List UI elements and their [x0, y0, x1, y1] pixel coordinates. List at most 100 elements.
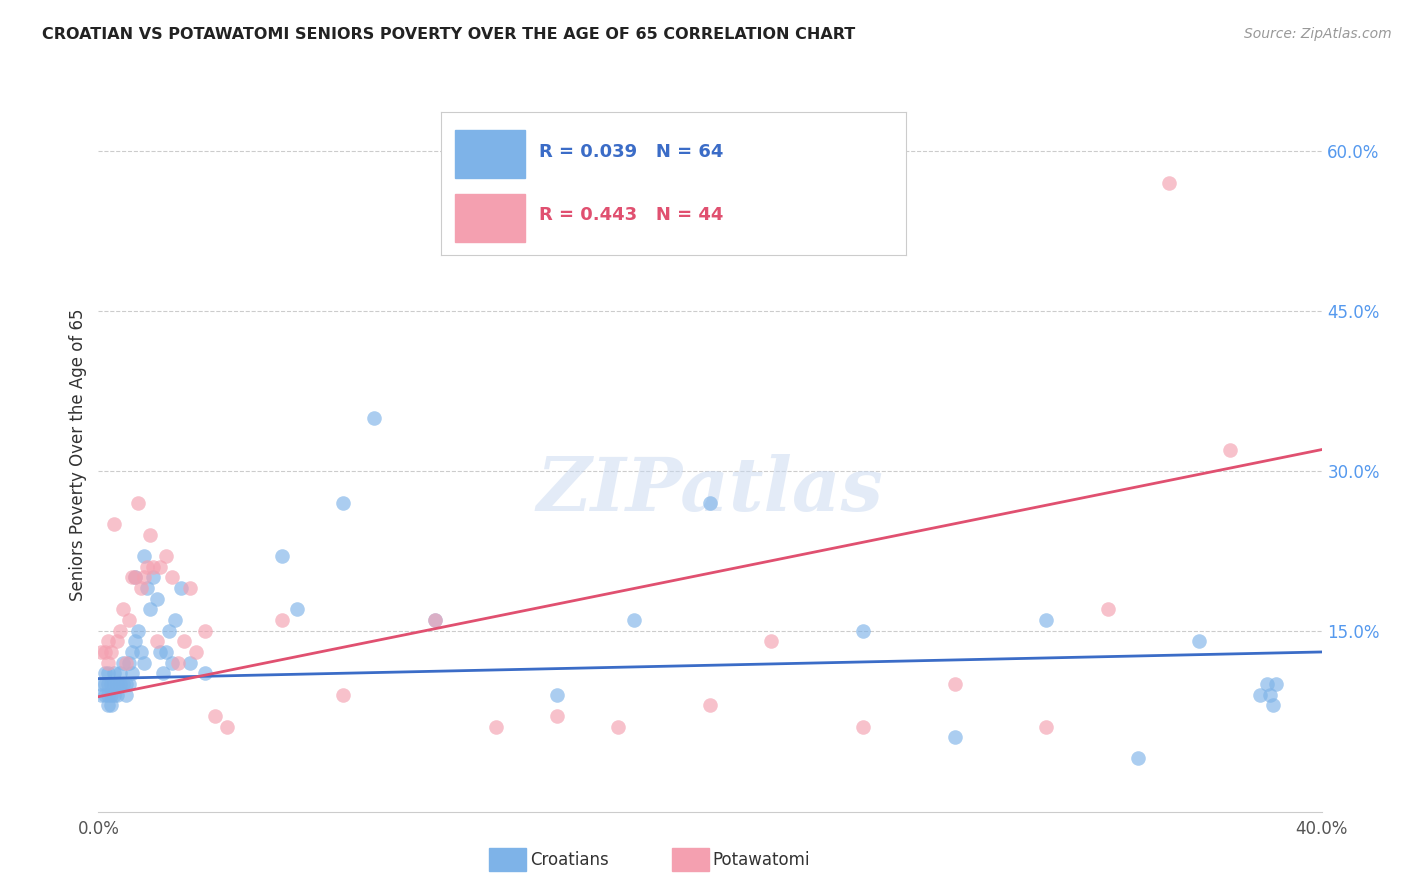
Point	[173, 634, 195, 648]
Point	[93, 645, 115, 659]
Point	[100, 677, 122, 691]
Point	[699, 698, 721, 713]
Point	[103, 517, 125, 532]
Point	[100, 645, 122, 659]
Point	[332, 496, 354, 510]
Point	[194, 624, 217, 638]
Text: CROATIAN VS POTAWATOMI SENIORS POVERTY OVER THE AGE OF 65 CORRELATION CHART: CROATIAN VS POTAWATOMI SENIORS POVERTY O…	[42, 27, 855, 42]
Point	[852, 624, 875, 638]
Point	[108, 624, 131, 638]
Point	[134, 656, 156, 670]
Point	[155, 645, 177, 659]
Point	[160, 656, 183, 670]
Point	[204, 709, 226, 723]
Point	[134, 570, 156, 584]
Point	[93, 688, 115, 702]
Point	[90, 677, 112, 691]
Point	[852, 719, 875, 733]
Point	[1256, 677, 1278, 691]
Point	[118, 656, 141, 670]
Point	[285, 602, 308, 616]
Point	[1035, 613, 1057, 627]
Point	[163, 613, 186, 627]
Point	[124, 570, 146, 584]
Point	[103, 688, 125, 702]
Point	[124, 570, 146, 584]
Point	[121, 645, 143, 659]
Point	[100, 688, 122, 702]
Point	[108, 666, 131, 681]
Point	[1097, 602, 1119, 616]
Point	[97, 698, 120, 713]
Point	[152, 666, 174, 681]
Point	[103, 677, 125, 691]
Point	[115, 677, 138, 691]
Point	[423, 613, 446, 627]
Point	[1258, 688, 1281, 702]
Point	[155, 549, 177, 563]
Point	[136, 559, 159, 574]
Point	[423, 613, 446, 627]
Point	[90, 688, 112, 702]
Point	[179, 656, 201, 670]
Point	[108, 677, 131, 691]
Point	[90, 645, 112, 659]
Point	[115, 656, 138, 670]
Point	[149, 559, 172, 574]
Point	[167, 656, 190, 670]
Point	[103, 666, 125, 681]
Point	[142, 570, 165, 584]
Text: Croatians: Croatians	[530, 851, 609, 869]
Point	[127, 624, 149, 638]
Point	[129, 581, 152, 595]
Point	[111, 656, 134, 670]
Point	[1128, 751, 1150, 765]
Point	[1264, 677, 1286, 691]
Point	[1219, 442, 1241, 457]
Point	[142, 559, 165, 574]
Point	[1261, 698, 1284, 713]
Point	[121, 666, 143, 681]
Point	[270, 549, 292, 563]
Point	[97, 656, 120, 670]
Point	[215, 719, 238, 733]
Point	[160, 570, 183, 584]
Point	[111, 677, 134, 691]
Point	[1188, 634, 1211, 648]
Point	[145, 591, 167, 606]
Point	[124, 634, 146, 648]
Point	[118, 613, 141, 627]
Point	[118, 677, 141, 691]
Point	[699, 496, 721, 510]
Point	[943, 677, 966, 691]
Point	[1035, 719, 1057, 733]
Point	[194, 666, 217, 681]
Point	[485, 719, 508, 733]
Point	[139, 528, 162, 542]
Point	[97, 666, 120, 681]
Point	[93, 677, 115, 691]
Point	[363, 410, 385, 425]
Point	[1157, 177, 1180, 191]
Point	[943, 730, 966, 744]
Text: ZIPatlas: ZIPatlas	[537, 454, 883, 527]
Point	[145, 634, 167, 648]
Point	[1249, 688, 1271, 702]
Point	[270, 613, 292, 627]
Text: Source: ZipAtlas.com: Source: ZipAtlas.com	[1244, 27, 1392, 41]
Point	[105, 634, 128, 648]
Point	[332, 688, 354, 702]
Point	[759, 634, 782, 648]
Point	[149, 645, 172, 659]
Point	[115, 688, 138, 702]
Point	[121, 570, 143, 584]
Point	[139, 602, 162, 616]
Point	[127, 496, 149, 510]
Point	[129, 645, 152, 659]
Point	[134, 549, 156, 563]
Point	[100, 698, 122, 713]
Point	[105, 677, 128, 691]
Point	[186, 645, 208, 659]
Text: Potawatomi: Potawatomi	[713, 851, 810, 869]
Point	[546, 688, 568, 702]
